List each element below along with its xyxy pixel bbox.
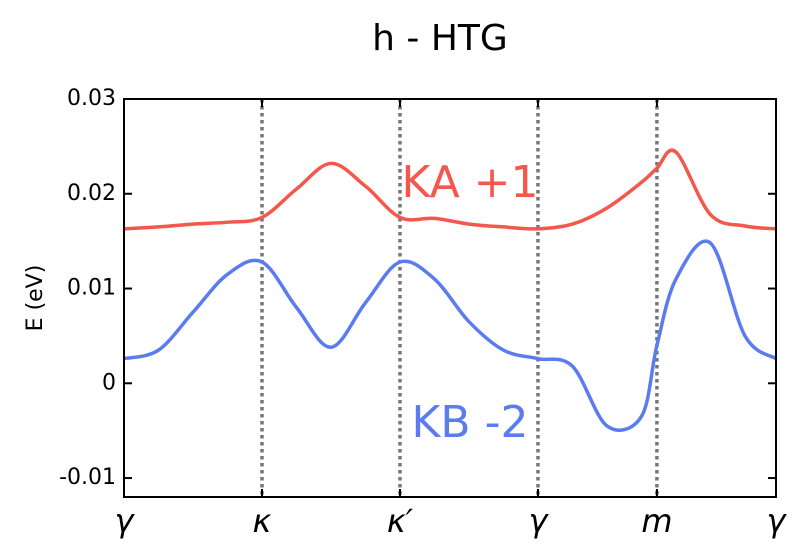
x-tick-label: γ	[767, 502, 788, 540]
y-tick-label: 0.03	[67, 86, 116, 111]
x-tick-label: κ	[253, 502, 272, 540]
chart-title: h - HTG	[372, 18, 508, 59]
series-label: KA +1	[401, 157, 538, 208]
y-axis-label: E (eV)	[23, 265, 48, 332]
y-tick-label: 0.01	[67, 276, 116, 301]
x-tick-label: κ′	[387, 502, 414, 540]
series-label: KB -2	[412, 397, 529, 448]
band-line	[123, 239, 778, 432]
y-tick-label: 0	[102, 370, 116, 395]
plot-frame	[123, 98, 777, 498]
x-tick-label: γ	[115, 502, 136, 540]
x-tick-label: m	[641, 502, 672, 540]
y-tick-label: -0.01	[59, 465, 116, 490]
x-tick-label: γ	[528, 502, 549, 540]
band-line	[123, 148, 777, 231]
y-tick-label: 0.02	[67, 181, 116, 206]
